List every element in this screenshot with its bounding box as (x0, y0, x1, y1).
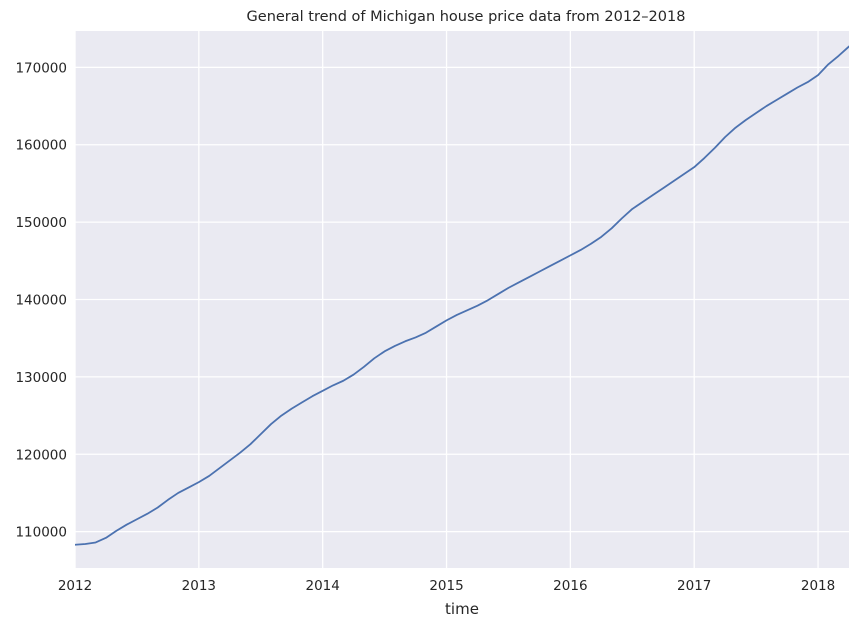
x-tick-label: 2016 (553, 578, 587, 594)
x-tick-label: 2013 (182, 578, 216, 594)
y-tick-label: 120000 (15, 447, 67, 463)
series-layer (75, 45, 849, 546)
x-tick-label: 2015 (429, 578, 463, 594)
y-tick-label: 150000 (15, 215, 67, 231)
x-axis: 2012 2013 2014 2015 2016 2017 2018 (58, 578, 835, 594)
x-axis-label: time (445, 600, 479, 618)
series-line (75, 45, 849, 546)
x-tick-label: 2014 (306, 578, 340, 594)
y-tick-label: 160000 (15, 138, 67, 154)
y-tick-label: 170000 (15, 60, 67, 76)
chart-title: General trend of Michigan house price da… (247, 9, 686, 25)
y-axis: 110000 120000 130000 140000 150000 160000 1700… (15, 60, 67, 540)
y-tick-label: 130000 (15, 370, 67, 386)
y-tick-label: 110000 (15, 525, 67, 541)
x-tick-label: 2018 (801, 578, 835, 594)
y-tick-label: 140000 (15, 293, 67, 309)
x-tick-label: 2012 (58, 578, 92, 594)
grid-lines (74, 31, 849, 568)
x-tick-label: 2017 (677, 578, 711, 594)
